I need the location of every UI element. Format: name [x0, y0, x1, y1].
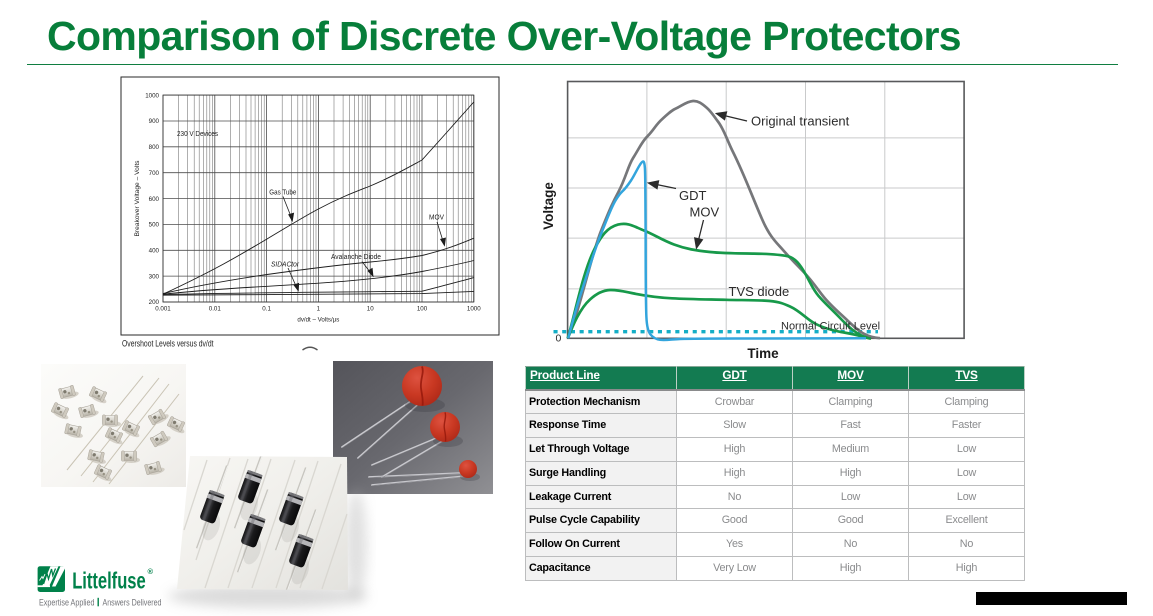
svg-text:800: 800 [149, 144, 160, 151]
svg-text:1000: 1000 [467, 306, 481, 313]
svg-text:Normal Circuit Level: Normal Circuit Level [781, 321, 880, 333]
svg-text:1000: 1000 [145, 92, 159, 99]
svg-text:MOV: MOV [429, 215, 444, 222]
svg-text:Breakover Voltage – Volts: Breakover Voltage – Volts [134, 160, 141, 237]
svg-text:1: 1 [317, 306, 321, 313]
svg-text:Gas Tube: Gas Tube [269, 190, 296, 197]
svg-text:0.01: 0.01 [209, 306, 222, 313]
svg-text:Original transient: Original transient [751, 114, 850, 129]
svg-text:500: 500 [149, 222, 160, 229]
svg-text:Voltage: Voltage [541, 182, 556, 230]
svg-text:400: 400 [149, 248, 160, 255]
svg-text:600: 600 [149, 196, 160, 203]
svg-text:Littelfuse: Littelfuse [72, 568, 146, 594]
svg-text:230 V Devices: 230 V Devices [177, 131, 218, 138]
svg-text:dv/dt – Volts/µs: dv/dt – Volts/µs [297, 317, 340, 324]
svg-text:10: 10 [367, 306, 374, 313]
svg-text:Time: Time [747, 346, 779, 361]
svg-text:Overshoot Levels versus dv/dt: Overshoot Levels versus dv/dt [122, 338, 214, 348]
svg-text:®: ® [148, 567, 154, 576]
svg-text:MOV: MOV [690, 204, 720, 219]
svg-text:Answers Delivered: Answers Delivered [103, 598, 162, 608]
svg-text:TVS diode: TVS diode [729, 284, 790, 299]
svg-text:GDT: GDT [679, 188, 707, 203]
svg-text:SIDACtor: SIDACtor [271, 262, 300, 269]
svg-text:Expertise Applied: Expertise Applied [39, 598, 95, 608]
svg-text:0.1: 0.1 [262, 306, 271, 313]
svg-text:Avalanche Diode: Avalanche Diode [331, 254, 381, 261]
svg-text:0: 0 [556, 333, 562, 345]
svg-text:900: 900 [149, 118, 160, 125]
svg-text:300: 300 [149, 273, 160, 280]
svg-text:200: 200 [149, 299, 160, 306]
svg-text:100: 100 [417, 306, 428, 313]
svg-text:0.001: 0.001 [155, 306, 171, 313]
svg-text:700: 700 [149, 170, 160, 177]
